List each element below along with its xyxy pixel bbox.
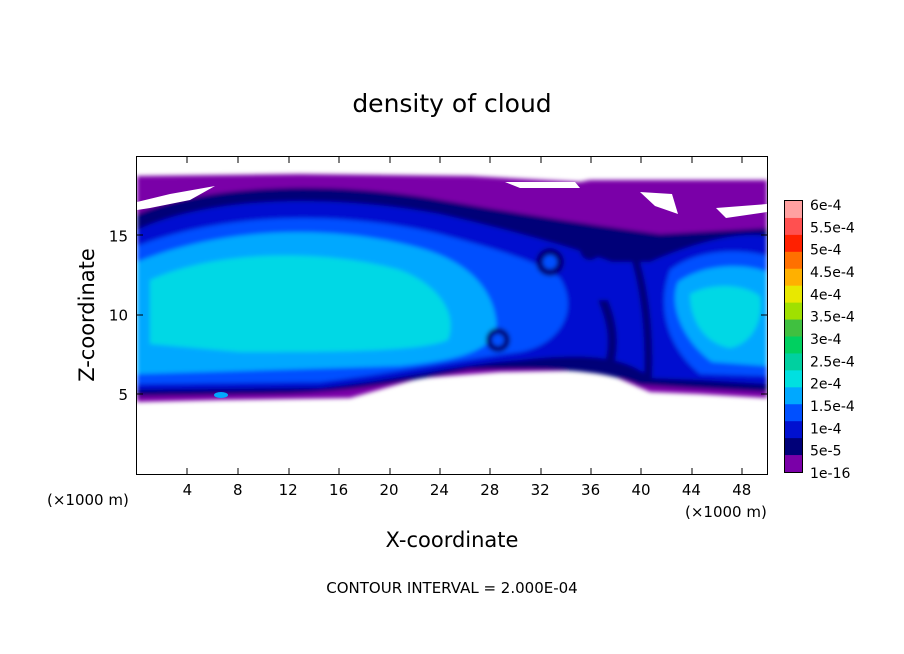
- colorbar-label: 1.5e-4: [810, 399, 855, 415]
- colorbar-swatch: [785, 302, 802, 321]
- colorbar-swatch: [785, 319, 802, 337]
- y-tick-label: 5: [118, 386, 128, 404]
- y-axis-label: Z-coordinate: [75, 248, 99, 382]
- colorbar-swatch: [785, 455, 802, 473]
- colorbar-label: 3.5e-4: [810, 310, 855, 326]
- colorbar-swatch: [785, 387, 802, 405]
- colorbar: [785, 201, 802, 473]
- colorbar-swatch: [785, 268, 802, 287]
- colorbar-swatch: [785, 217, 802, 236]
- colorbar-label: 1e-4: [810, 421, 842, 437]
- colorbar-label: 1e-16: [810, 466, 850, 482]
- colorbar-label: 3e-4: [810, 332, 842, 348]
- colorbar-swatch: [785, 251, 802, 270]
- x-tick-label: 12: [279, 481, 298, 499]
- x-tick-label: 48: [732, 481, 751, 499]
- colorbar-swatch: [785, 353, 802, 371]
- y-unit-label: (×1000 m): [685, 503, 767, 521]
- colorbar-label: 5e-5: [810, 444, 841, 460]
- x-tick-label: 4: [183, 481, 193, 499]
- colorbar-swatch: [785, 404, 802, 422]
- x-unit-label: (×1000 m): [47, 491, 129, 509]
- colorbar-label: 4.5e-4: [810, 265, 855, 281]
- colorbar-frame: [784, 200, 803, 473]
- x-tick-label: 28: [480, 481, 499, 499]
- chart-title: density of cloud: [352, 89, 551, 118]
- x-tick-label: 20: [379, 481, 398, 499]
- plot-frame: [136, 156, 768, 475]
- x-axis-label: X-coordinate: [386, 528, 519, 552]
- colorbar-swatch: [785, 285, 802, 304]
- colorbar-labels: 6e-4 5.5e-4 5e-4 4.5e-4 4e-4 3.5e-4 3e-4 2.5e-4…: [810, 198, 855, 482]
- contour-interval-annotation: CONTOUR INTERVAL = 2.000E-04: [326, 579, 577, 597]
- colorbar-label: 5e-4: [810, 243, 842, 259]
- cloud-density-field: [137, 174, 767, 402]
- colorbar-label: 5.5e-4: [810, 220, 855, 236]
- colorbar-swatch: [785, 421, 802, 439]
- colorbar-swatch: [785, 234, 802, 253]
- x-tick-label: 32: [531, 481, 550, 499]
- colorbar-label: 6e-4: [810, 198, 842, 214]
- colorbar-swatch: [785, 438, 802, 456]
- y-tick-label: 10: [109, 307, 128, 325]
- x-tick-label: 36: [581, 481, 600, 499]
- x-tick-label: 24: [430, 481, 449, 499]
- x-tick-label: 16: [329, 481, 348, 499]
- y-tick-label: 15: [109, 227, 128, 245]
- colorbar-label: 2e-4: [810, 377, 842, 393]
- colorbar-swatch: [785, 201, 802, 219]
- colorbar-swatch: [785, 336, 802, 354]
- colorbar-label: 4e-4: [810, 287, 842, 303]
- y-axis-ticks: 5 10 15: [109, 227, 128, 404]
- x-tick-label: 8: [233, 481, 243, 499]
- x-axis-ticks: 4 8 12 16 20 24 28 32 36 40 44 48: [183, 481, 752, 499]
- x-tick-label: 40: [631, 481, 650, 499]
- colorbar-swatch: [785, 370, 802, 388]
- colorbar-label: 2.5e-4: [810, 354, 855, 370]
- x-tick-label: 44: [682, 481, 701, 499]
